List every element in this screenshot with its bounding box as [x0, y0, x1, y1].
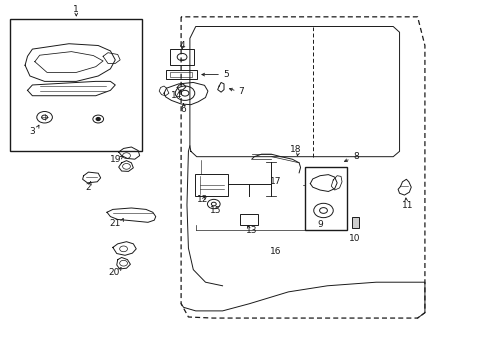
Circle shape: [96, 118, 100, 121]
Text: 18: 18: [289, 145, 301, 154]
Text: 6: 6: [180, 105, 186, 114]
Text: 9: 9: [317, 220, 322, 229]
Bar: [194, 174, 227, 196]
Text: 5: 5: [223, 70, 228, 79]
Bar: [170, 49, 193, 64]
Text: 3: 3: [29, 127, 35, 136]
Bar: [170, 72, 192, 77]
Text: 13: 13: [245, 226, 257, 235]
Text: 15: 15: [209, 206, 221, 215]
Text: 19: 19: [109, 155, 121, 164]
Bar: [166, 70, 197, 79]
Text: 14: 14: [170, 90, 182, 99]
Bar: [305, 167, 346, 230]
Text: 1: 1: [73, 5, 79, 14]
Bar: [239, 214, 258, 225]
Text: 21: 21: [109, 219, 121, 228]
Text: 12: 12: [197, 195, 208, 204]
Bar: [351, 217, 358, 228]
Bar: [10, 19, 142, 151]
Text: 17: 17: [270, 176, 282, 185]
Text: 20: 20: [108, 268, 119, 277]
Text: 16: 16: [270, 247, 282, 256]
Text: 8: 8: [353, 152, 359, 161]
Text: 2: 2: [85, 183, 91, 192]
Text: 4: 4: [179, 41, 184, 50]
Text: 7: 7: [238, 86, 244, 95]
Text: 11: 11: [401, 201, 413, 210]
Text: 10: 10: [348, 234, 359, 243]
